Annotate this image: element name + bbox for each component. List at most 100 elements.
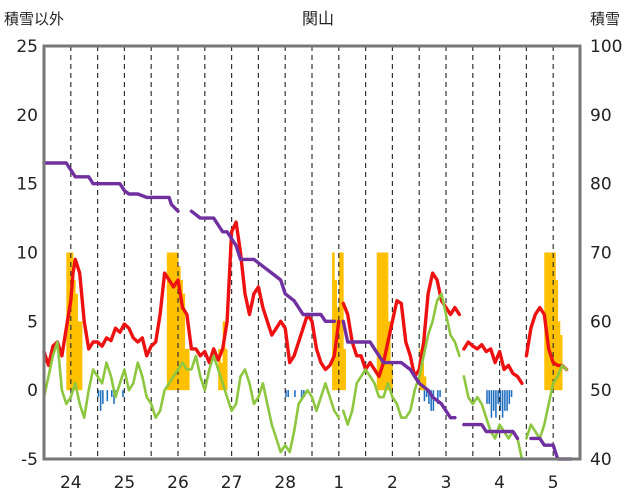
snowfall-bar (180, 280, 183, 391)
series-temperature_max (524, 305, 569, 372)
snowfall-bar (75, 293, 78, 391)
x-tick-label: 27 (221, 473, 243, 493)
series-temperature_max (462, 340, 524, 385)
snowfall-bar (73, 280, 76, 391)
snowfall-bar (224, 348, 228, 391)
right-tick-label: 90 (590, 106, 612, 126)
negative-bar (113, 390, 115, 404)
day-gridlines (70, 46, 554, 459)
snowfall-bar (376, 252, 380, 391)
negative-bar (437, 390, 439, 404)
series-temperature_min (42, 340, 341, 454)
left-tick-labels: -5 0 5 10 15 20 25 (16, 37, 38, 470)
negative-bar (111, 390, 113, 398)
snowfall-bar (175, 252, 179, 391)
series-snow_depth (341, 319, 457, 420)
negative-bar (285, 390, 287, 398)
snowfall-bar (559, 335, 563, 391)
x-tick-label: 24 (60, 473, 82, 493)
negative-bar (425, 390, 428, 398)
x-tick-labels: 24 25 26 27 28 1 2 3 4 5 (60, 473, 559, 493)
x-tick-label: 3 (441, 473, 452, 493)
snowfall-bar (68, 252, 72, 391)
snowfall-bar (546, 252, 550, 391)
right-tick-label: 70 (590, 244, 612, 264)
negative-bars (97, 390, 513, 418)
left-tick-label: 20 (16, 106, 38, 126)
snowfall-bar (70, 252, 74, 391)
negative-bar (492, 390, 495, 411)
negative-bar (122, 390, 124, 398)
negative-bar (508, 390, 511, 404)
x-tick-label: 4 (494, 473, 505, 493)
negative-bar (428, 390, 430, 404)
negative-bar (287, 390, 289, 398)
x-tick-label: 2 (387, 473, 398, 493)
left-tick-label: -5 (21, 450, 38, 470)
snowfall-bar (171, 252, 174, 391)
negative-bar (106, 390, 109, 402)
series-snow_depth (42, 161, 180, 213)
snowfall-bar (557, 321, 561, 391)
snowfall-bar (553, 252, 556, 391)
series-temperature_max (42, 220, 341, 372)
snowfall-bar (548, 252, 552, 391)
negative-bar (497, 390, 499, 404)
left-tick-label: 15 (16, 175, 38, 195)
negative-bar (506, 390, 508, 411)
snowfall-bar (169, 252, 172, 391)
right-tick-label: 50 (590, 381, 612, 401)
negative-bar (300, 390, 303, 399)
negative-bar (294, 390, 296, 398)
snowfall-bar (79, 321, 83, 391)
right-tick-labels: 40 50 60 70 80 90 100 (590, 37, 622, 470)
series-temperature_min (342, 292, 461, 426)
plot-frame (42, 44, 582, 461)
left-axis-label: 積雪以外 (4, 10, 64, 28)
negative-bar (501, 390, 504, 418)
x-tick-label: 5 (548, 473, 559, 493)
snowfall-bar (381, 252, 384, 391)
snowfall-bar (421, 362, 425, 391)
right-tick-label: 100 (590, 37, 622, 57)
right-axis-label: 積雪 (590, 10, 620, 28)
snowfall-bar (343, 348, 346, 391)
snowfall-bar (390, 362, 393, 391)
x-tick-label: 25 (114, 473, 136, 493)
negative-bar (439, 390, 441, 398)
negative-bar (99, 390, 102, 411)
x-tick-label: 1 (333, 473, 344, 493)
x-tick-label: 28 (274, 473, 296, 493)
negative-bar (430, 390, 432, 411)
snowfall-bar (166, 252, 170, 391)
negative-bar (97, 390, 100, 398)
left-tick-label: 10 (16, 244, 38, 264)
negative-bar (499, 390, 502, 411)
right-tick-label: 40 (590, 450, 612, 470)
negative-bar (432, 390, 435, 411)
negative-bar (102, 390, 104, 404)
snowfall-bar (385, 252, 389, 391)
negative-bar (510, 390, 513, 398)
negative-bar (488, 390, 490, 404)
negative-bar (490, 390, 493, 418)
right-tick-label: 60 (590, 312, 612, 332)
snowfall-bar (173, 252, 177, 391)
left-tick-label: 0 (27, 381, 38, 401)
negative-bar (486, 390, 488, 404)
snowfall-bar (222, 321, 226, 391)
snowfall-bar (423, 376, 427, 391)
series-snow_depth (529, 436, 573, 461)
negative-bar (504, 390, 506, 411)
negative-bar (423, 390, 426, 402)
right-tick-label: 80 (590, 175, 612, 195)
left-tick-label: 5 (27, 312, 38, 332)
snowfall-bar (336, 307, 340, 391)
series-snow_depth (189, 209, 336, 323)
snowfall-bar (379, 252, 382, 391)
snowfall-bar (550, 252, 554, 391)
left-tick-label: 25 (16, 37, 38, 57)
snowfall-bar (178, 266, 181, 391)
snowfall-bar (383, 252, 387, 391)
